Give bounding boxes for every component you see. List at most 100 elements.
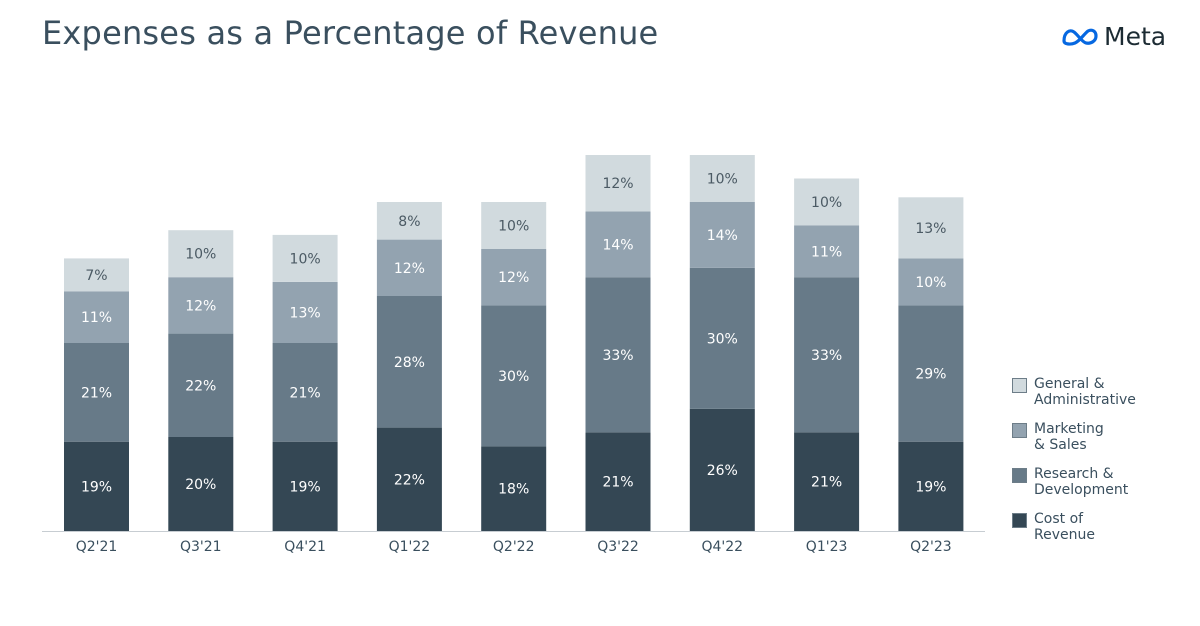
bar-segment-general_admin: [64, 258, 129, 292]
data-label: 14%: [602, 237, 633, 253]
data-label: 28%: [394, 355, 425, 371]
bar-segment-general_admin: [898, 197, 964, 259]
data-label: 22%: [185, 378, 216, 394]
bar-segment-research_dev: [898, 305, 964, 442]
bar-segment-cost_of_revenue: [272, 441, 338, 531]
data-label: 30%: [498, 369, 529, 385]
data-label: 12%: [185, 298, 216, 314]
bar-segment-research_dev: [585, 277, 651, 433]
data-label: 33%: [811, 348, 842, 364]
bar-Q421: 19% 21% 13% 10%: [272, 234, 338, 531]
x-tick-label: Q3'22: [597, 539, 639, 555]
x-tick-label: Q2'22: [493, 539, 535, 555]
bar-segment-marketing_sales: [794, 225, 860, 278]
data-label: 21%: [602, 475, 633, 491]
bar-Q221: 19% 21% 11% 7%: [64, 258, 129, 531]
bar-segment-cost_of_revenue: [794, 432, 860, 531]
x-tick-label: Q2'21: [76, 539, 118, 555]
legend-item-marketing_sales: Marketing & Sales: [1012, 421, 1164, 453]
data-label: 12%: [602, 176, 633, 192]
data-label: 29%: [915, 367, 946, 383]
bar-Q322: 21% 33% 14% 12%: [585, 155, 651, 531]
bar-segment-marketing_sales: [168, 277, 234, 334]
data-label: 22%: [394, 472, 425, 488]
data-label: 14%: [707, 228, 738, 244]
legend-label: Research & Development: [1034, 466, 1129, 498]
data-label: 12%: [498, 270, 529, 286]
data-label: 11%: [81, 310, 112, 326]
data-label: 19%: [290, 479, 321, 495]
data-label: 30%: [707, 331, 738, 347]
data-label: 21%: [811, 475, 842, 491]
bar-segment-marketing_sales: [585, 211, 651, 278]
data-label: 10%: [498, 219, 529, 235]
bar-segment-general_admin: [794, 178, 860, 226]
logo-text: Meta: [1104, 22, 1167, 51]
legend-item-research_dev: Research & Development: [1012, 466, 1164, 498]
page-title: Expenses as a Percentage of Revenue: [42, 14, 659, 52]
legend-swatch: [1012, 423, 1027, 438]
bar-segment-research_dev: [64, 343, 129, 442]
legend-label: Marketing & Sales: [1034, 421, 1104, 453]
bar-segment-research_dev: [481, 305, 547, 447]
bar-segment-cost_of_revenue: [168, 437, 234, 531]
bar-segment-general_admin: [481, 202, 547, 249]
legend-item-general_admin: General & Administrative: [1012, 376, 1164, 408]
meta-logo: Meta: [1060, 22, 1166, 51]
legend-label: General & Administrative: [1034, 376, 1136, 408]
bar-Q223: 19% 29% 10% 13%: [898, 197, 964, 531]
bar-segment-research_dev: [272, 343, 338, 442]
bar-segment-research_dev: [794, 277, 860, 433]
data-label: 7%: [85, 268, 107, 284]
data-label: 12%: [394, 261, 425, 277]
bar-segment-research_dev: [689, 267, 755, 409]
bar-segment-marketing_sales: [689, 202, 755, 268]
bar-segment-cost_of_revenue: [64, 441, 129, 531]
bar-segment-marketing_sales: [272, 281, 338, 343]
bar-Q122: 22% 28% 12% 8%: [376, 202, 442, 531]
data-label: 19%: [81, 479, 112, 495]
data-label: 13%: [915, 221, 946, 237]
data-label: 11%: [811, 244, 842, 260]
bar-segment-cost_of_revenue: [898, 441, 964, 531]
bar-segment-marketing_sales: [64, 291, 129, 343]
bar-segment-marketing_sales: [481, 249, 547, 306]
bar-segment-cost_of_revenue: [481, 446, 547, 531]
bar-segment-general_admin: [585, 155, 651, 212]
bar-segment-marketing_sales: [376, 239, 442, 296]
x-tick-label: Q2'23: [910, 539, 952, 555]
legend-swatch: [1012, 513, 1027, 528]
bar-segment-marketing_sales: [898, 258, 964, 306]
x-tick-labels: Q2'21 Q3'21 Q4'21 Q1'22 Q2'22 Q3'22 Q4'22 Q1'23…: [76, 539, 952, 555]
bar-segment-general_admin: [272, 234, 338, 282]
bar-Q222: 18% 30% 12% 10%: [481, 202, 547, 531]
data-label: 19%: [915, 479, 946, 495]
bar-Q123: 21% 33% 11% 10%: [794, 178, 860, 531]
bar-segment-research_dev: [168, 333, 234, 437]
data-label: 10%: [290, 251, 321, 267]
x-tick-label: Q1'23: [806, 539, 848, 555]
bar-Q422: 26% 30% 14% 10%: [689, 155, 755, 531]
data-label: 10%: [707, 172, 738, 188]
data-label: 8%: [398, 214, 420, 230]
bar-segment-research_dev: [376, 296, 442, 428]
legend-swatch: [1012, 378, 1027, 393]
bars-group: 19% 21% 11% 7% 20% 22% 12% 10% 19% 21% 13% 10% 22% 28…: [64, 155, 964, 531]
x-tick-label: Q4'21: [284, 539, 326, 555]
legend-label: Cost of Revenue: [1034, 511, 1095, 543]
data-label: 26%: [707, 463, 738, 479]
bar-segment-general_admin: [168, 230, 234, 278]
x-tick-label: Q4'22: [702, 539, 744, 555]
data-label: 20%: [185, 477, 216, 493]
bar-segment-cost_of_revenue: [376, 427, 442, 531]
data-label: 33%: [602, 348, 633, 364]
legend: General & Administrative Marketing & Sale…: [1012, 376, 1164, 556]
x-tick-label: Q3'21: [180, 539, 222, 555]
data-label: 21%: [290, 385, 321, 401]
data-label: 18%: [498, 482, 529, 498]
stacked-bar-chart: 19% 21% 11% 7% 20% 22% 12% 10% 19% 21% 13% 10% 22% 28…: [42, 155, 985, 555]
bar-segment-general_admin: [376, 202, 442, 240]
legend-swatch: [1012, 468, 1027, 483]
data-label: 10%: [811, 195, 842, 211]
bar-Q321: 20% 22% 12% 10%: [168, 230, 234, 531]
